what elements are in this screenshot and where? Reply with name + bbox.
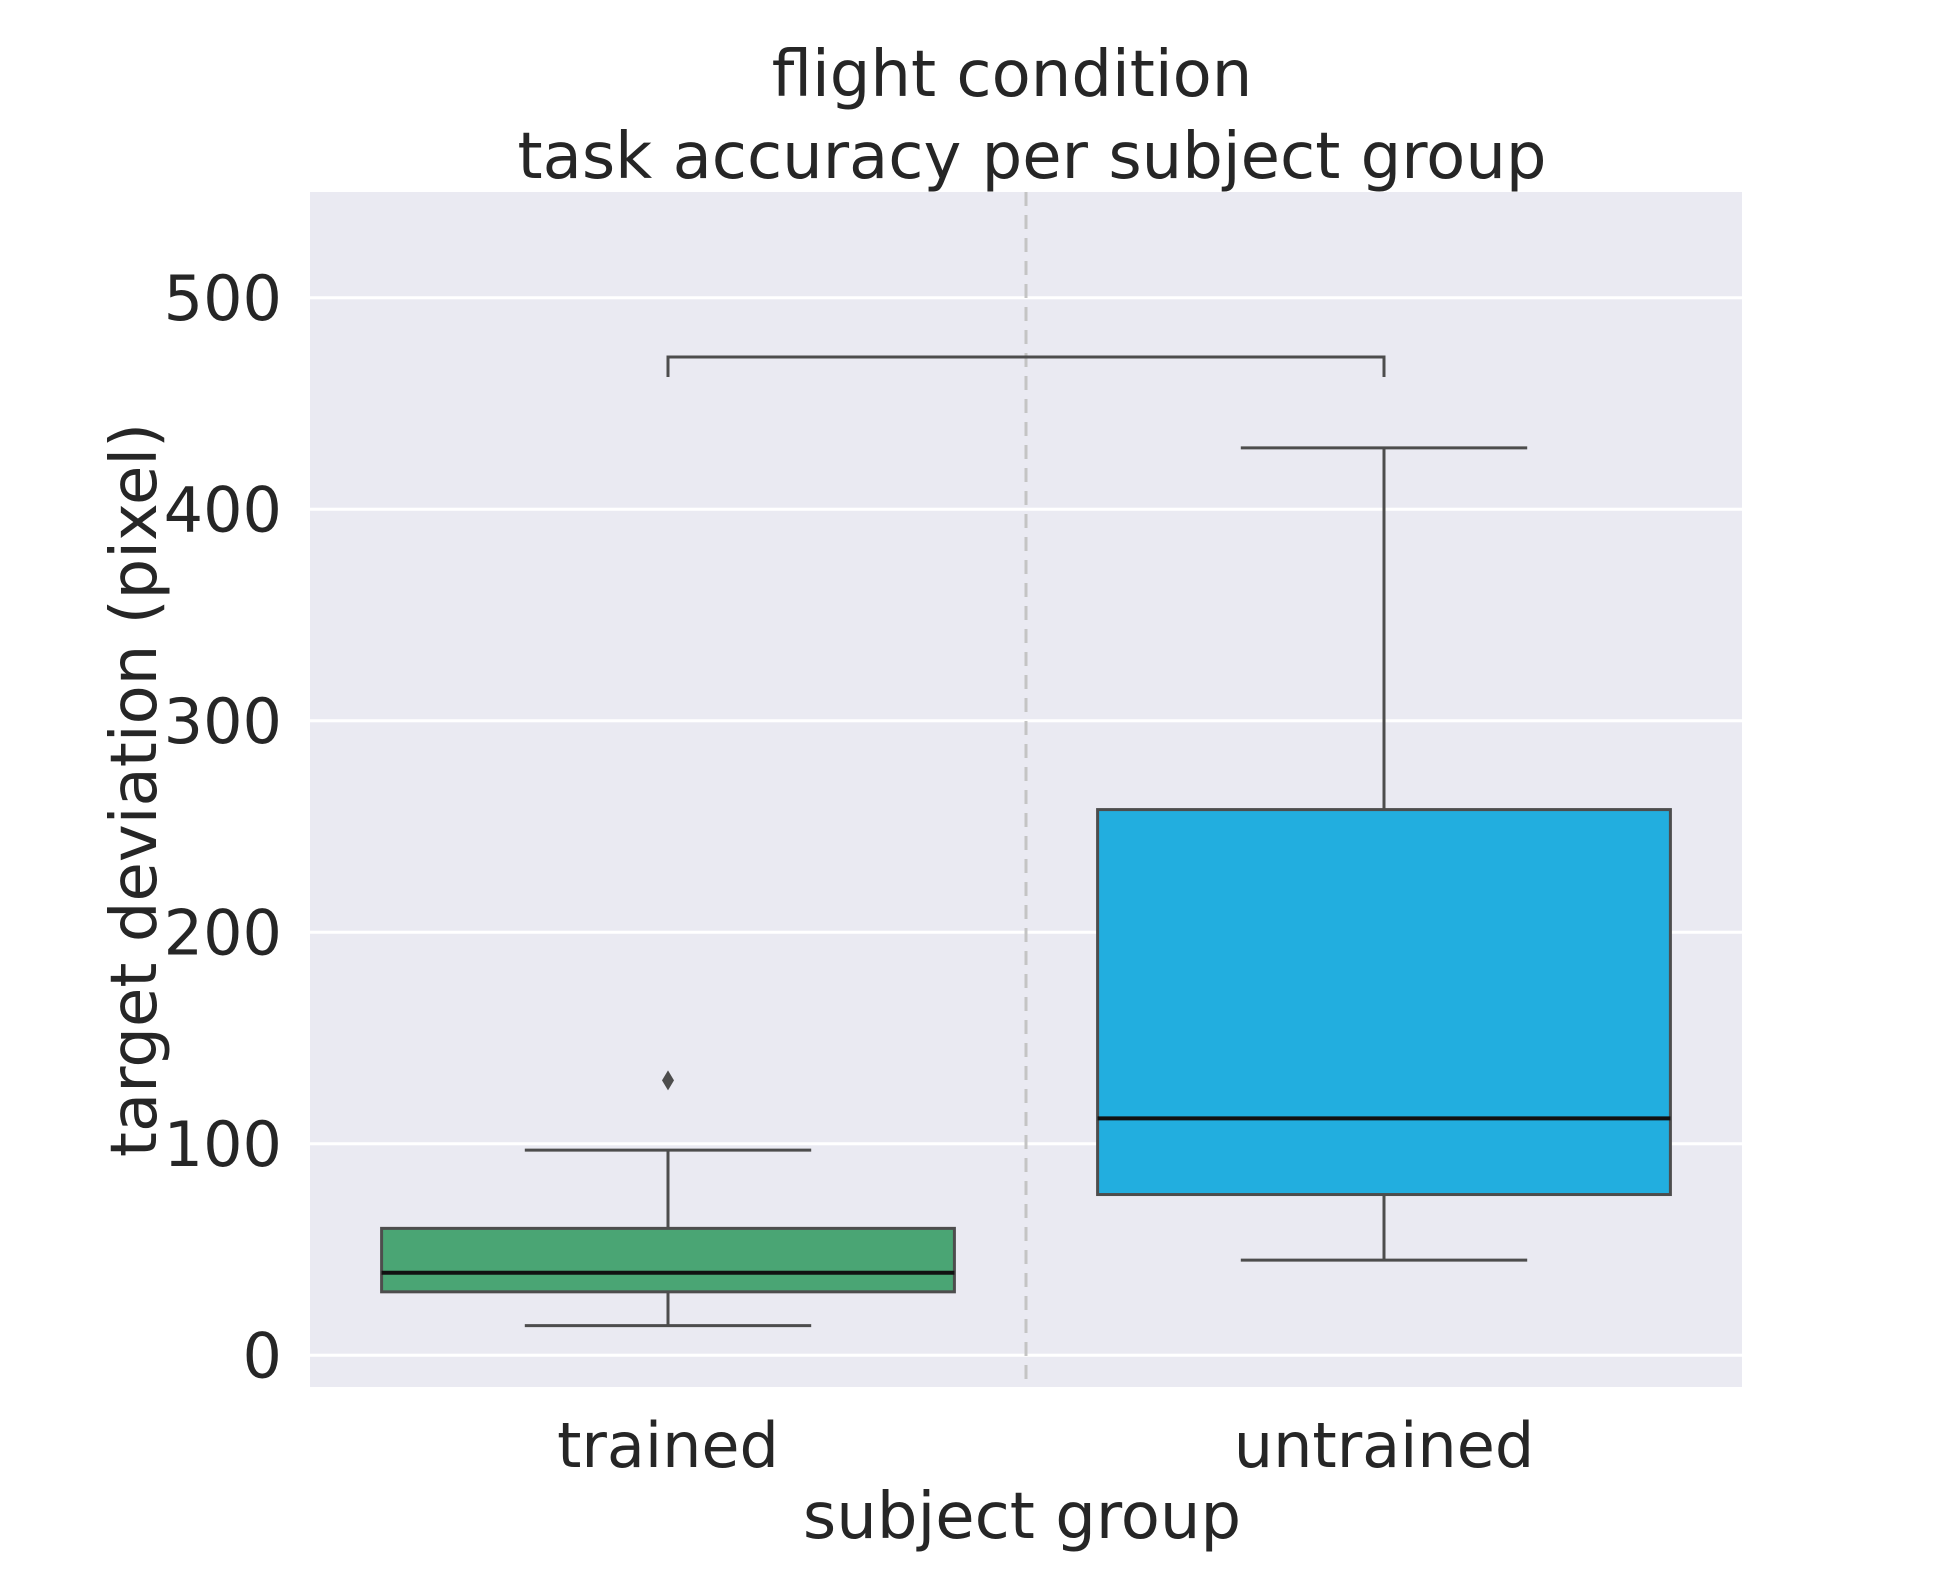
y-tick-label-500: 500: [164, 262, 282, 335]
x-axis-label: subject group: [803, 1480, 1241, 1554]
significance-bracket: [666, 355, 1386, 377]
y-tick-label-0: 0: [243, 1319, 282, 1392]
x-tick-labels: trained untrained: [557, 1409, 1534, 1482]
x-tick-label-untrained: untrained: [1234, 1409, 1534, 1482]
iqr-box-trained: [380, 1226, 956, 1294]
y-tick-label-400: 400: [164, 473, 282, 546]
box-trained: [380, 1070, 956, 1328]
iqr-box-untrained: [1096, 808, 1672, 1197]
y-tick-label-200: 200: [164, 896, 282, 969]
chart-subtitle: task accuracy per subject group: [518, 120, 1547, 194]
y-tick-label-100: 100: [164, 1108, 282, 1181]
significance-bracket-line: [666, 355, 1386, 377]
y-axis-label: target deviation (pixel): [98, 423, 172, 1157]
chart-title: flight condition: [772, 38, 1253, 112]
x-tick-label-trained: trained: [557, 1409, 779, 1482]
y-tick-labels: 0 100 200 300 400 500: [164, 262, 282, 1393]
boxes: [380, 446, 1672, 1328]
box-untrained: [1096, 446, 1672, 1262]
outlier-point-trained-0: [662, 1070, 674, 1091]
y-tick-label-300: 300: [164, 685, 282, 758]
